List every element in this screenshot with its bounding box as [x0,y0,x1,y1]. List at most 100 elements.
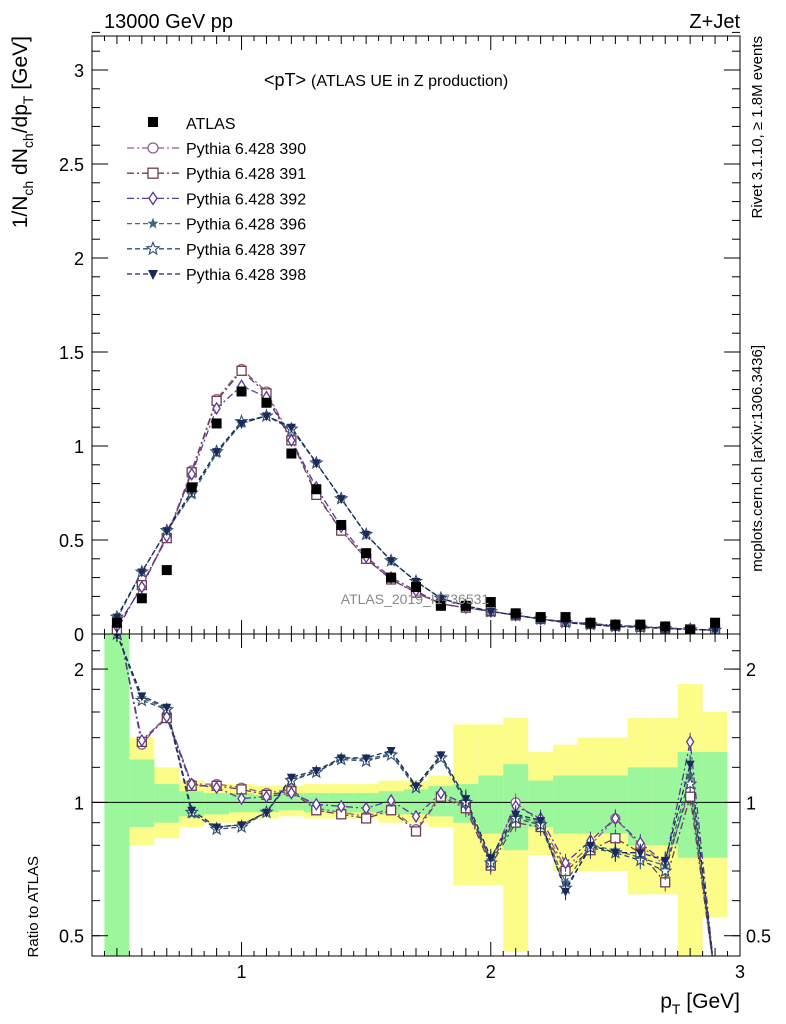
ratio-point [137,692,147,702]
ratio-point [658,863,673,878]
ratio-point [461,795,471,805]
band-green [578,775,603,834]
ratio-point [336,799,346,813]
mc-series-markers-ratio [112,634,698,901]
ratio-point [212,780,221,795]
data-point [186,482,197,493]
data-point [336,519,347,530]
data-point [435,600,446,611]
ratio-point [585,841,595,851]
band-green [652,767,678,846]
series-point [261,412,271,422]
ratio-point [436,751,446,761]
series-point [137,568,147,578]
ratio-uncertainty-bands [104,634,728,956]
legend-marker [147,167,159,179]
y-tick-label-top: 1 [74,437,84,457]
ratio-point [635,849,645,859]
ratio-point [685,735,695,749]
legend-marker [148,270,158,280]
ratio-point [187,777,196,791]
ratio-point [684,770,696,780]
series-point [287,433,296,448]
legend-marker [147,142,159,154]
series-point [286,423,296,433]
ratio-point [611,811,620,826]
data-point [236,386,247,397]
process-label: Z+Jet [689,11,740,33]
data-point [710,617,721,628]
ratio-point [261,808,271,818]
series-point [137,580,147,594]
legend-marker [147,217,159,229]
band-green [154,784,180,823]
data-point [311,484,322,495]
band-green [104,634,130,956]
ratio-point [162,710,172,724]
y-tick-label-top: 2.5 [59,155,84,175]
legend-label: Pythia 6.428 391 [186,166,306,183]
band-green [129,759,155,827]
y-tick-label-bottom-right: 1 [746,793,756,813]
band-green [254,794,279,813]
ratio-point [660,856,670,866]
ratio-point [287,786,296,800]
ratio-point [511,810,521,820]
x-tick-label: 3 [735,962,745,982]
legend-atlas-label: ATLAS [186,116,236,133]
y-tick-label-top: 0.5 [59,531,84,551]
data-point [510,608,521,619]
series-point [486,607,496,617]
legend-label: Pythia 6.428 397 [186,242,306,259]
legend-label: Pythia 6.428 392 [186,191,306,208]
ratio-point [162,703,172,713]
band-green [278,793,304,811]
x-tick-label: 2 [486,962,496,982]
y-tick-label-bottom: 2 [74,660,84,680]
ratio-point [212,823,222,833]
series-point [386,557,396,567]
band-green [478,775,504,834]
data-point [136,593,147,604]
ratio-point [311,767,321,777]
ratio-point [137,733,147,748]
ratio-point [685,760,695,770]
data-point [460,600,471,611]
y-tick-label-bottom: 1 [74,793,84,813]
series-point [237,419,247,429]
data-point [560,612,571,623]
ratio-point [411,809,421,824]
ratio-point [682,776,698,791]
series-point [212,401,221,416]
y-tick-label-top: 3 [74,61,84,81]
legend-label: Pythia 6.428 396 [186,217,306,234]
analysis-watermark: ATLAS_2019_I1736531 [341,591,490,607]
y-tick-label-bottom: 0.5 [59,927,84,947]
y-tick-label-top: 0 [74,625,84,645]
ratio-point [187,806,197,816]
ratio-plot-frame [91,633,741,957]
energy-label: 13000 GeV pp [104,11,233,33]
series-point [336,495,346,505]
data-point [635,619,646,630]
plot-title-main: <pT> [264,70,306,90]
data-point [485,597,496,608]
data-point [286,448,297,459]
ratio-point [411,782,421,792]
ratio-point [685,791,696,802]
y-tick-label-bottom-right: 0.5 [746,927,771,947]
axis-ticks [92,31,741,956]
legend-label: Pythia 6.428 390 [186,141,306,158]
series-point [212,448,222,458]
tick-labels: 00.511.522.530.5 0.51 12 21 2 3 [59,61,771,982]
ratio-point [486,854,496,864]
series-point [311,459,321,469]
series-point [187,467,196,481]
x-axis-title: pT [GeV] [660,990,740,1017]
ratio-point [561,856,570,870]
data-point [111,617,122,628]
data-point [361,548,372,559]
data-point [161,565,172,576]
y-tick-label-bottom-right: 2 [746,660,756,680]
ratio-point [336,754,346,764]
